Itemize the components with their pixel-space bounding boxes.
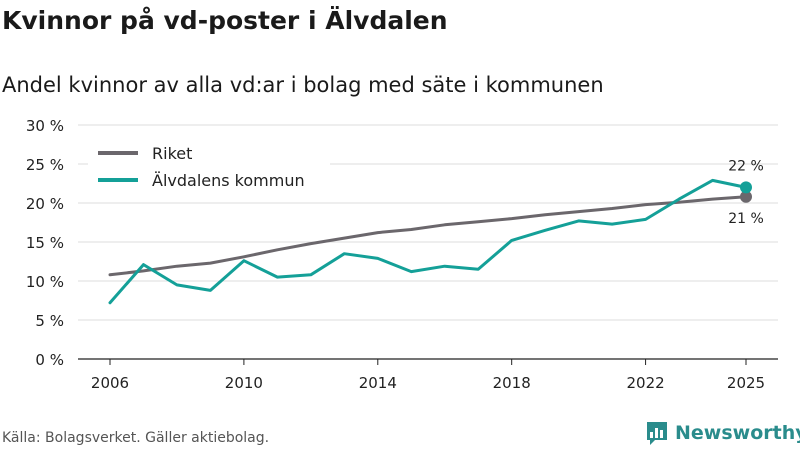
legend-label-riket: Riket (152, 144, 192, 163)
x-tick-label: 2018 (493, 374, 531, 392)
series-line-alvdalen (108, 178, 748, 305)
y-tick-label: 30 % (26, 117, 64, 135)
legend-label-alvdalen: Älvdalens kommun (152, 171, 305, 190)
source-note: Källa: Bolagsverket. Gäller aktiebolag. (2, 430, 270, 446)
end-marker-riket (740, 190, 752, 203)
chart-title: Kvinnor på vd-poster i Älvdalen (2, 6, 448, 35)
line-chart: 0 % 5 % 10 % 15 % 20 % 25 % 30 % 2006 2010 2014 20… (26, 117, 778, 392)
y-tick-label: 25 % (26, 156, 64, 174)
x-tick-label: 2025 (727, 374, 765, 392)
x-tick-label: 2006 (91, 374, 129, 392)
series-line-riket (108, 195, 748, 277)
y-tick-label: 5 % (35, 312, 64, 330)
end-label-riket: 21 % (728, 211, 764, 227)
newsworthy-icon (647, 422, 667, 445)
legend-background (88, 138, 330, 196)
y-tick-label: 0 % (35, 351, 64, 369)
end-label-alvdalen: 22 % (728, 158, 764, 174)
x-tick-label: 2010 (225, 374, 263, 392)
y-tick-label: 20 % (26, 195, 64, 213)
y-tick-label: 15 % (26, 234, 64, 252)
y-tick-label: 10 % (26, 273, 64, 291)
x-tick-label: 2022 (626, 374, 664, 392)
chart-subtitle: Andel kvinnor av alla vd:ar i bolag med … (2, 73, 604, 97)
brand-logo: Newsworthy (645, 420, 800, 446)
x-tick-label: 2014 (359, 374, 397, 392)
end-marker-alvdalen (740, 181, 752, 194)
brand-name: Newsworthy (675, 422, 800, 444)
